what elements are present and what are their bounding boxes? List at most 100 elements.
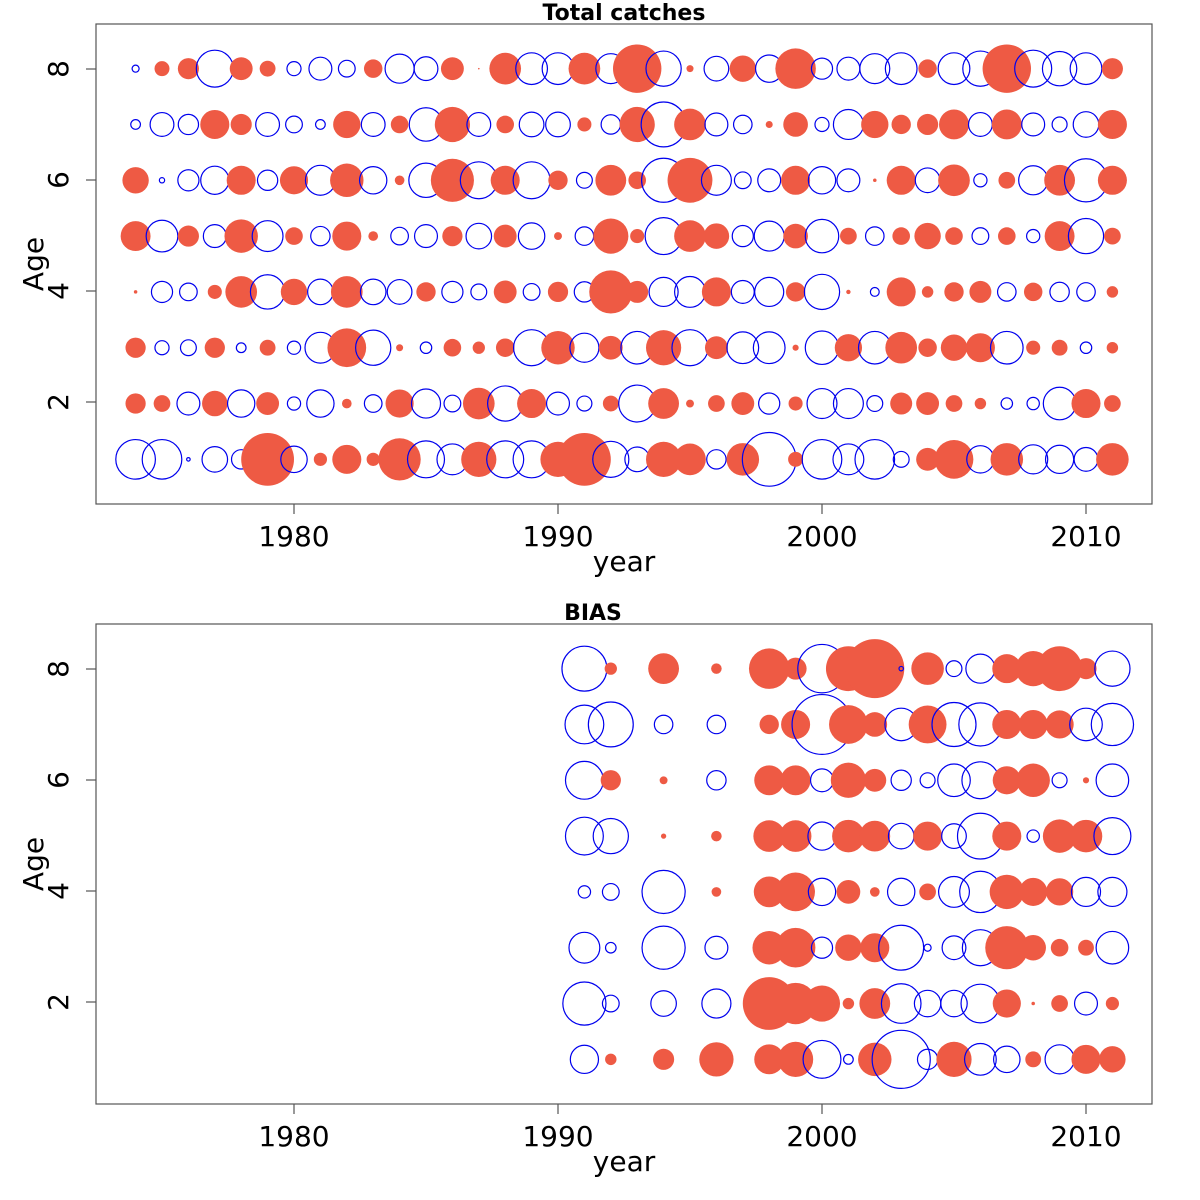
bubble-negative bbox=[486, 440, 525, 479]
x-axis: 1980 1990 2000 2010 bbox=[258, 1104, 1122, 1153]
bubble-negative bbox=[177, 113, 200, 136]
bubble-negative bbox=[545, 391, 571, 416]
bubble-negative bbox=[592, 440, 630, 478]
bubble-positive bbox=[547, 281, 569, 303]
bubble-positive bbox=[648, 388, 679, 419]
bubble-positive bbox=[832, 819, 865, 853]
bubble-positive bbox=[330, 163, 364, 197]
bubble-positive bbox=[259, 339, 276, 356]
bubble-negative bbox=[145, 219, 179, 253]
bubble-negative bbox=[1000, 397, 1014, 410]
bubble-positive bbox=[862, 712, 888, 737]
bubble-positive bbox=[1023, 282, 1043, 302]
bubble-negative bbox=[195, 49, 234, 88]
bubble-positive bbox=[859, 820, 891, 852]
bubble-negative bbox=[650, 990, 677, 1017]
bubble-positive bbox=[646, 441, 682, 477]
x-tick-label: 1990 bbox=[522, 1120, 593, 1153]
bubble-positive bbox=[836, 880, 861, 904]
bubble-negative bbox=[752, 331, 786, 365]
bubble-positive bbox=[998, 227, 1016, 245]
bubble-positive bbox=[341, 398, 352, 409]
bubble-positive bbox=[1097, 165, 1127, 195]
bubble-positive bbox=[478, 67, 480, 70]
bubble-negative bbox=[577, 885, 592, 899]
bubble-positive bbox=[840, 227, 857, 245]
bubble-positive bbox=[646, 330, 682, 366]
bubble-negative bbox=[706, 449, 727, 470]
bubble-positive bbox=[462, 387, 495, 420]
bubble-negative bbox=[731, 224, 754, 248]
bubble-positive bbox=[1099, 1046, 1126, 1073]
bubble-negative bbox=[814, 116, 830, 133]
bubble-positive bbox=[1045, 710, 1074, 739]
bubble-positive bbox=[653, 1048, 675, 1070]
bubble-positive bbox=[1071, 1044, 1101, 1074]
bubble-positive bbox=[913, 821, 943, 851]
bubble-positive bbox=[461, 441, 497, 477]
bubble-negative bbox=[564, 760, 604, 800]
bubble-positive bbox=[517, 389, 547, 419]
bubble-positive bbox=[648, 653, 679, 685]
bubble-positive bbox=[626, 280, 649, 303]
bubble-positive bbox=[440, 57, 464, 81]
bubble-negative bbox=[704, 112, 729, 137]
bubble-negative bbox=[854, 438, 896, 480]
bubble-positive bbox=[589, 270, 633, 314]
bubble-positive bbox=[554, 232, 562, 241]
bubble-negative bbox=[1018, 444, 1049, 475]
bubble-positive bbox=[122, 167, 149, 194]
bubble-positive bbox=[390, 115, 409, 134]
bubble-negative bbox=[758, 392, 781, 415]
bubble-positive bbox=[885, 331, 918, 364]
bubble-positive bbox=[916, 447, 940, 471]
bubble-positive bbox=[861, 110, 889, 139]
bubble-negative bbox=[1026, 829, 1040, 843]
bubble-negative bbox=[177, 169, 200, 192]
bubble-negative bbox=[1018, 165, 1049, 196]
bubble-negative bbox=[923, 943, 932, 952]
y-tick-label: 8 bbox=[42, 660, 75, 678]
bubble-positive bbox=[886, 277, 916, 307]
bubble-negative bbox=[913, 989, 942, 1018]
bubble-positive bbox=[327, 328, 367, 368]
bubble-negative bbox=[648, 276, 679, 308]
bubble-positive bbox=[363, 59, 383, 78]
bubble-positive bbox=[489, 52, 522, 85]
x-tick-label: 2010 bbox=[1050, 1120, 1121, 1153]
bubble-negative bbox=[733, 171, 752, 190]
bubble-positive bbox=[495, 338, 515, 357]
bubble-negative bbox=[466, 111, 492, 137]
y-tick-label: 6 bbox=[42, 771, 75, 789]
bubble-positive bbox=[125, 337, 146, 358]
bubble-positive bbox=[396, 344, 404, 352]
bubble-positive bbox=[241, 432, 294, 486]
bubble-negative bbox=[280, 445, 308, 474]
bubble-positive bbox=[991, 109, 1022, 140]
bubble-positive bbox=[703, 223, 730, 249]
bubble-positive bbox=[686, 399, 694, 408]
bubble-negative bbox=[154, 340, 170, 356]
bubble-negative bbox=[592, 817, 630, 855]
bubble-positive bbox=[226, 165, 256, 195]
bubble-negative bbox=[518, 111, 545, 138]
bubble-negative bbox=[757, 168, 782, 193]
bubble-negative bbox=[604, 941, 617, 954]
bubble-negative bbox=[575, 171, 593, 189]
bubble-negative bbox=[1093, 817, 1132, 856]
bubble-positive bbox=[914, 222, 941, 250]
bubble-positive bbox=[1071, 389, 1101, 419]
bubble-positive bbox=[779, 820, 812, 852]
bubble-positive bbox=[1106, 286, 1119, 298]
bubble-positive bbox=[600, 770, 621, 791]
bubble-positive bbox=[207, 284, 222, 299]
bubble-negative bbox=[842, 1053, 854, 1065]
bubble-negative bbox=[600, 114, 622, 135]
bubble-negative bbox=[871, 1029, 931, 1089]
bubble-negative bbox=[179, 339, 197, 357]
bubble-negative bbox=[832, 443, 865, 476]
x-tick-label: 1990 bbox=[522, 520, 593, 553]
bubble-negative bbox=[419, 341, 433, 355]
bubble-negative bbox=[866, 395, 884, 413]
